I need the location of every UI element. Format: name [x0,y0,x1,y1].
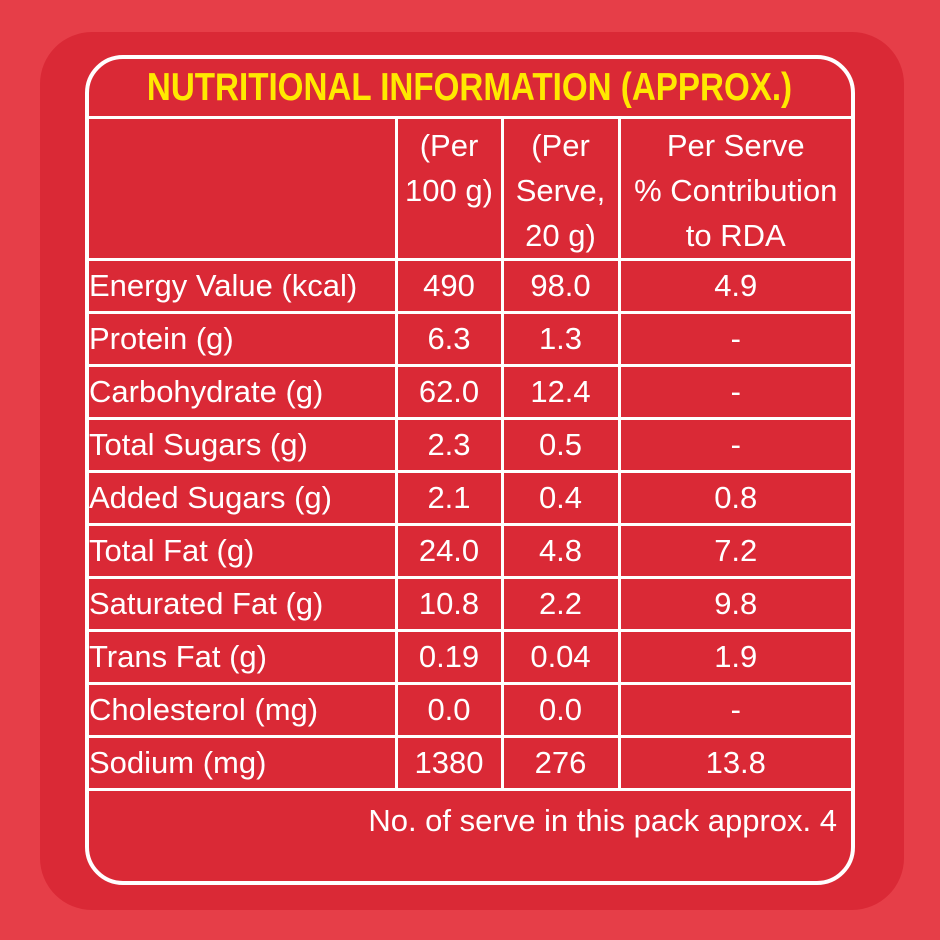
value-rda-contribution: 1.9 [619,630,851,685]
nutrient-name: Protein (g) [89,312,398,367]
label-panel: NUTRITIONAL INFORMATION (APPROX.) (Per 1… [40,32,904,910]
value-per-100g: 24.0 [396,524,504,579]
value-rda-contribution: - [619,418,851,473]
title-bar: NUTRITIONAL INFORMATION (APPROX.) [89,59,851,119]
value-per-serve: 4.8 [502,524,621,579]
value-rda-contribution: 7.2 [619,524,851,579]
table-row: Energy Value (kcal) 490 98.0 4.9 [89,259,851,314]
nutrient-name: Total Fat (g) [89,524,398,579]
value-rda-contribution: 9.8 [619,577,851,632]
value-per-100g: 0.19 [396,630,504,685]
value-per-serve: 0.04 [502,630,621,685]
value-rda-contribution: - [619,365,851,420]
value-per-serve: 0.0 [502,683,621,738]
nutrient-name: Saturated Fat (g) [89,577,398,632]
value-per-serve: 2.2 [502,577,621,632]
col-header-per-100g: (Per 100 g) [396,119,504,261]
table-row: Carbohydrate (g) 62.0 12.4 - [89,365,851,420]
value-per-100g: 6.3 [396,312,504,367]
header-row: (Per 100 g) (Per Serve, 20 g) Per Serve … [89,119,851,261]
nutrition-table: (Per 100 g) (Per Serve, 20 g) Per Serve … [89,119,851,791]
value-per-100g: 1380 [396,736,504,791]
serves-per-pack-note: No. of serve in this pack approx. 4 [368,802,837,838]
value-rda-contribution: 4.9 [619,259,851,314]
page-title: NUTRITIONAL INFORMATION (APPROX.) [147,65,793,109]
value-rda-contribution: 13.8 [619,736,851,791]
table-row: Added Sugars (g) 2.1 0.4 0.8 [89,471,851,526]
nutrient-name: Cholesterol (mg) [89,683,398,738]
value-per-100g: 0.0 [396,683,504,738]
nutrient-name: Energy Value (kcal) [89,259,398,314]
table-row: Protein (g) 6.3 1.3 - [89,312,851,367]
table-row: Sodium (mg) 1380 276 13.8 [89,736,851,791]
value-rda-contribution: 0.8 [619,471,851,526]
value-rda-contribution: - [619,312,851,367]
nutrient-name: Carbohydrate (g) [89,365,398,420]
nutrient-name: Added Sugars (g) [89,471,398,526]
nutrition-label: NUTRITIONAL INFORMATION (APPROX.) (Per 1… [85,55,855,885]
value-per-serve: 1.3 [502,312,621,367]
value-rda-contribution: - [619,683,851,738]
value-per-serve: 0.4 [502,471,621,526]
table-row: Total Fat (g) 24.0 4.8 7.2 [89,524,851,579]
col-header-rda-contribution: Per Serve % Contribution to RDA [619,119,851,261]
value-per-100g: 62.0 [396,365,504,420]
value-per-100g: 2.3 [396,418,504,473]
value-per-serve: 12.4 [502,365,621,420]
nutrient-name: Sodium (mg) [89,736,398,791]
value-per-serve: 276 [502,736,621,791]
value-per-serve: 98.0 [502,259,621,314]
col-header-nutrient [89,119,398,261]
nutrient-name: Trans Fat (g) [89,630,398,685]
table-row: Trans Fat (g) 0.19 0.04 1.9 [89,630,851,685]
value-per-serve: 0.5 [502,418,621,473]
value-per-100g: 10.8 [396,577,504,632]
table-row: Total Sugars (g) 2.3 0.5 - [89,418,851,473]
nutrient-name: Total Sugars (g) [89,418,398,473]
table-row: Cholesterol (mg) 0.0 0.0 - [89,683,851,738]
value-per-100g: 490 [396,259,504,314]
col-header-per-serve: (Per Serve, 20 g) [502,119,621,261]
table-row: Saturated Fat (g) 10.8 2.2 9.8 [89,577,851,632]
value-per-100g: 2.1 [396,471,504,526]
